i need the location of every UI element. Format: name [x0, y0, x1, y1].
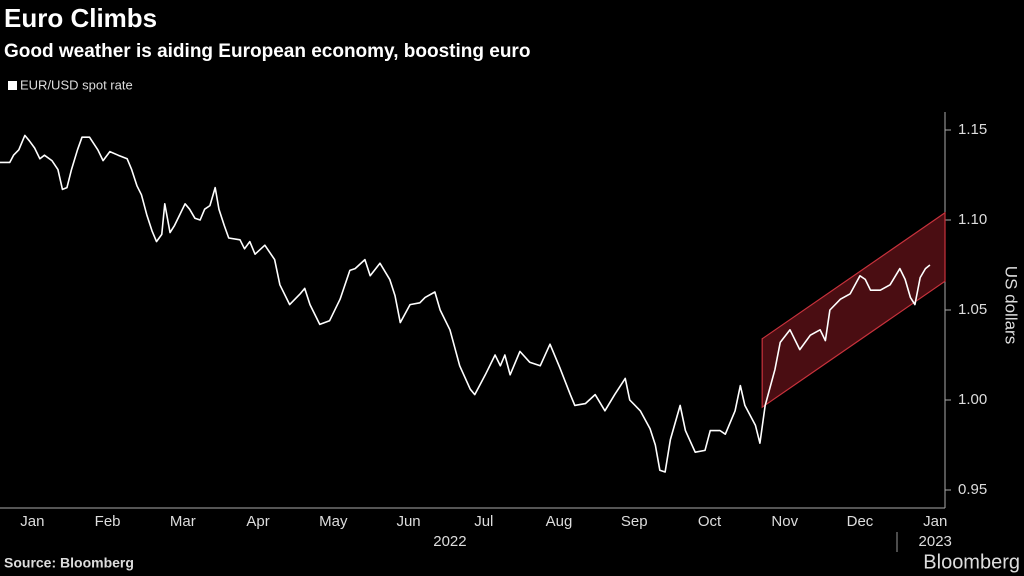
y-tick-label: 1.00	[958, 391, 987, 408]
source: Source: Bloomberg	[4, 555, 134, 571]
x-tick-label: Dec	[847, 513, 874, 530]
x-tick-label: Jun	[396, 513, 420, 530]
x-tick-label: Jan	[923, 513, 947, 530]
y-tick-label: 1.05	[958, 301, 987, 318]
chart-title: Euro Climbs	[4, 3, 157, 33]
x-tick-label: Feb	[95, 513, 121, 530]
brand: Bloomberg	[923, 551, 1020, 573]
x-tick-label: Nov	[771, 513, 798, 530]
chart-subtitle: Good weather is aiding European economy,…	[4, 41, 530, 62]
x-tick-label: May	[319, 513, 348, 530]
y-axis-title: US dollars	[1002, 266, 1021, 344]
y-tick-label: 1.15	[958, 121, 987, 138]
x-tick-label: Aug	[546, 513, 573, 530]
x-tick-label: Oct	[698, 513, 722, 530]
x-tick-label: Jul	[474, 513, 493, 530]
x-tick-label: Sep	[621, 513, 648, 530]
x-tick-label: Jan	[20, 513, 44, 530]
trend-channel	[761, 211, 946, 409]
x-tick-label: Mar	[170, 513, 196, 530]
year-label: 2022	[433, 533, 466, 550]
x-tick-label: Apr	[246, 513, 269, 530]
y-tick-label: 1.10	[958, 211, 987, 228]
y-tick-label: 0.95	[958, 481, 987, 498]
legend-swatch	[8, 81, 17, 90]
legend-label: EUR/USD spot rate	[20, 77, 133, 92]
data-line	[0, 134, 931, 473]
year-label: 2023	[919, 533, 952, 550]
